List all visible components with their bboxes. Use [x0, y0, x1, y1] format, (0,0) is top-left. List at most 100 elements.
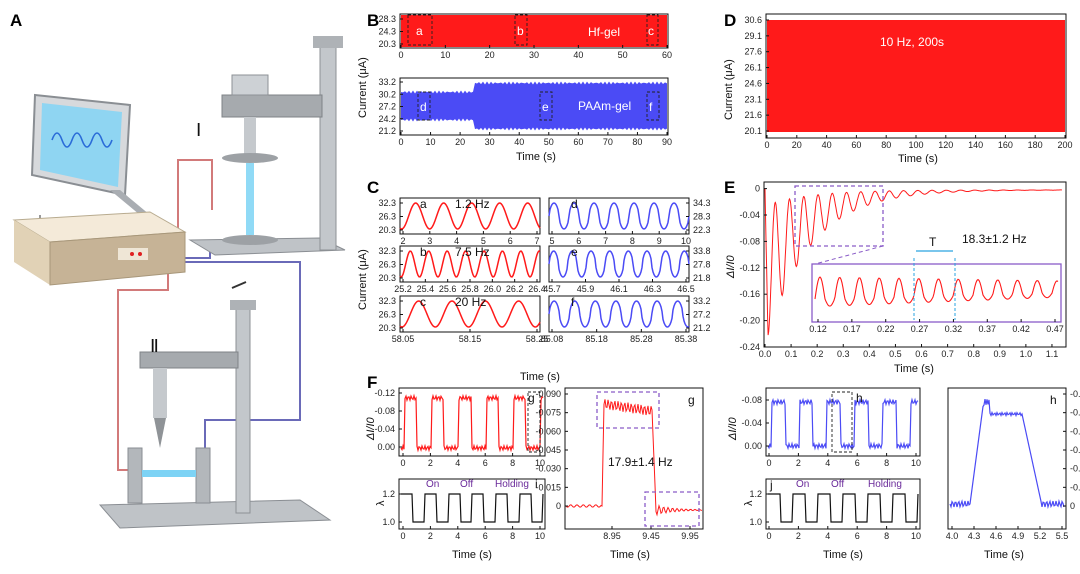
fi-tag: i	[535, 477, 538, 491]
tester-column-cap	[313, 36, 343, 48]
c-f-y-tick-label: 33.2	[693, 296, 711, 306]
fgz-signal	[565, 399, 703, 517]
fh-x-tick-label: 6	[855, 458, 860, 468]
b-bottom-x-tick-label: 70	[603, 137, 613, 147]
fg-y-tick-label: 0.00	[377, 442, 395, 452]
e-x-tick-label: 0.4	[863, 349, 876, 359]
c-d-y-tick-label: 22.3	[693, 225, 711, 235]
tester-motor	[231, 74, 269, 96]
stage-label-2: Ⅱ	[150, 336, 159, 356]
d-x-tick-label: 120	[938, 140, 953, 150]
fgz-x-tick-label: 8.95	[603, 531, 621, 541]
period-label: T	[929, 235, 937, 249]
fhz-y-tick-label: -0.060	[1070, 426, 1080, 436]
d-y-tick-label: 21.6	[744, 110, 762, 120]
e-x-ticks: 0.0 0.1 0.2 0.3 0.4 0.5 0.6 0.7 0.8 0.9 1.0 1.1	[759, 344, 1058, 359]
fh-frame	[765, 387, 921, 457]
fgz-x-ticks: 8.95 9.45 9.95	[603, 526, 699, 541]
fh-signal	[767, 397, 919, 451]
fj-x-label: Time (s)	[823, 549, 863, 561]
fgz-y-tick-label: 0	[556, 501, 561, 511]
box-f	[646, 91, 660, 121]
box-label-c: c	[648, 24, 654, 38]
fh-y-tick-label: -0.08	[741, 395, 762, 405]
box-e	[539, 91, 553, 121]
fi-y-tick-label: 1.0	[382, 517, 395, 527]
fi-x-tick-label: 2	[428, 531, 433, 541]
d-y-tick-label: 26.1	[744, 63, 762, 73]
c-a-x-tick-label: 6	[508, 236, 513, 246]
fi-x-tick-label: 10	[535, 531, 545, 541]
d-y-tick-label: 23.1	[744, 94, 762, 104]
tester-arm	[221, 94, 323, 118]
b-bottom-y-tick-label: 24.2	[378, 114, 396, 124]
e-signal	[764, 188, 1062, 336]
fg-frame	[398, 387, 546, 457]
panel-label-c: C	[367, 178, 379, 197]
b-top-y-tick-label: 20.3	[378, 39, 396, 49]
fg-y-ticks: -0.12 -0.08 -0.04 0.00	[374, 388, 402, 452]
fj-holding-label: Holding	[868, 479, 902, 490]
fh-x-tick-label: 0	[766, 458, 771, 468]
tester-column	[319, 44, 337, 251]
fj-x-tick-label: 2	[796, 531, 801, 541]
d-x-tick-label: 60	[851, 140, 861, 150]
fj-x-tick-label: 4	[825, 531, 830, 541]
fj-y-ticks: 1.2 1.0	[749, 489, 769, 527]
c-f-x-tick-label: 85.18	[585, 334, 608, 344]
c-c-y-tick-label: 32.3	[378, 296, 396, 306]
c-e-x-tick-label: 46.1	[610, 284, 628, 294]
box-label-e: e	[542, 100, 549, 114]
fhz-x-tick-label: 4.0	[946, 531, 959, 541]
monitor	[30, 93, 150, 215]
b-bottom-y-tick-label: 33.2	[378, 77, 396, 87]
fh-y-tick-label: -0.04	[741, 418, 762, 428]
panel-d: 0 20 40 60 80 100 120 140 160 180 200 30.6 29.1 27.6…	[723, 13, 1073, 165]
fg-x-tick-label: 10	[535, 458, 545, 468]
c-y-label: Current (μA)	[357, 249, 369, 310]
box-label-f: f	[649, 100, 653, 114]
e-y-tick-label: -0.04	[739, 210, 760, 220]
e-x-tick-label: 0.3	[837, 349, 850, 359]
b-bottom-x-tick-label: 30	[485, 137, 495, 147]
c-b-y-tick-label: 20.3	[378, 273, 396, 283]
fj-y-tick-label: 1.0	[749, 517, 762, 527]
panel-label-b: B	[367, 11, 379, 30]
c-e-x-ticks: 45.7 45.9 46.1 46.3 46.5	[543, 279, 695, 294]
d-x-tick-label: 80	[881, 140, 891, 150]
b-y-label: Current (μA)	[357, 57, 369, 118]
red-cable-top	[177, 159, 213, 250]
fj-off-label: Off	[831, 479, 844, 490]
c-d-x-tick-label: 9	[657, 236, 662, 246]
indicator-light-1	[130, 252, 134, 256]
c-a-signal	[399, 202, 541, 230]
e-inset-signal	[814, 276, 1059, 307]
c-a-x-tick-label: 2	[400, 236, 405, 246]
fi-x-tick-label: 4	[455, 531, 460, 541]
fgz-tag: g	[688, 393, 695, 407]
tensile-column-cap	[230, 300, 256, 310]
c-a-y-ticks: 32.3 26.3 20.3	[378, 198, 403, 235]
panel-e: 0.0 0.1 0.2 0.3 0.4 0.5 0.6 0.7 0.8 0.9 1.0 1.1 0 -0…	[725, 181, 1067, 375]
b-top-x-ticks: 0 10 20 30 40 50 60	[398, 45, 672, 60]
fgz-frame	[564, 387, 704, 530]
d-x-tick-label: 180	[1028, 140, 1043, 150]
c-e-y-tick-label: 21.8	[693, 273, 711, 283]
b-top-x-tick-label: 0	[398, 50, 403, 60]
fj-signal	[768, 493, 919, 523]
c-d-x-tick-label: 7	[603, 236, 608, 246]
c-b-tag: b	[420, 245, 427, 259]
c-c-y-ticks: 32.3 26.3 20.3	[378, 296, 403, 333]
fh-y-ticks: -0.08 -0.04 0.00	[741, 395, 769, 451]
fg-x-tick-label: 2	[428, 458, 433, 468]
fhz-y-tick-label: -0.045	[1070, 445, 1080, 455]
d-signal	[767, 20, 1065, 132]
c-a-y-tick-label: 32.3	[378, 198, 396, 208]
fj-y-tick-label: 1.2	[749, 489, 762, 499]
fhz-tag: h	[1050, 393, 1057, 407]
fi-off-label: Off	[460, 479, 473, 490]
fi-x-tick-label: 8	[510, 531, 515, 541]
tensile-arm	[139, 351, 239, 369]
d-y-tick-label: 27.6	[744, 47, 762, 57]
tensile-probe-holder	[153, 368, 167, 418]
